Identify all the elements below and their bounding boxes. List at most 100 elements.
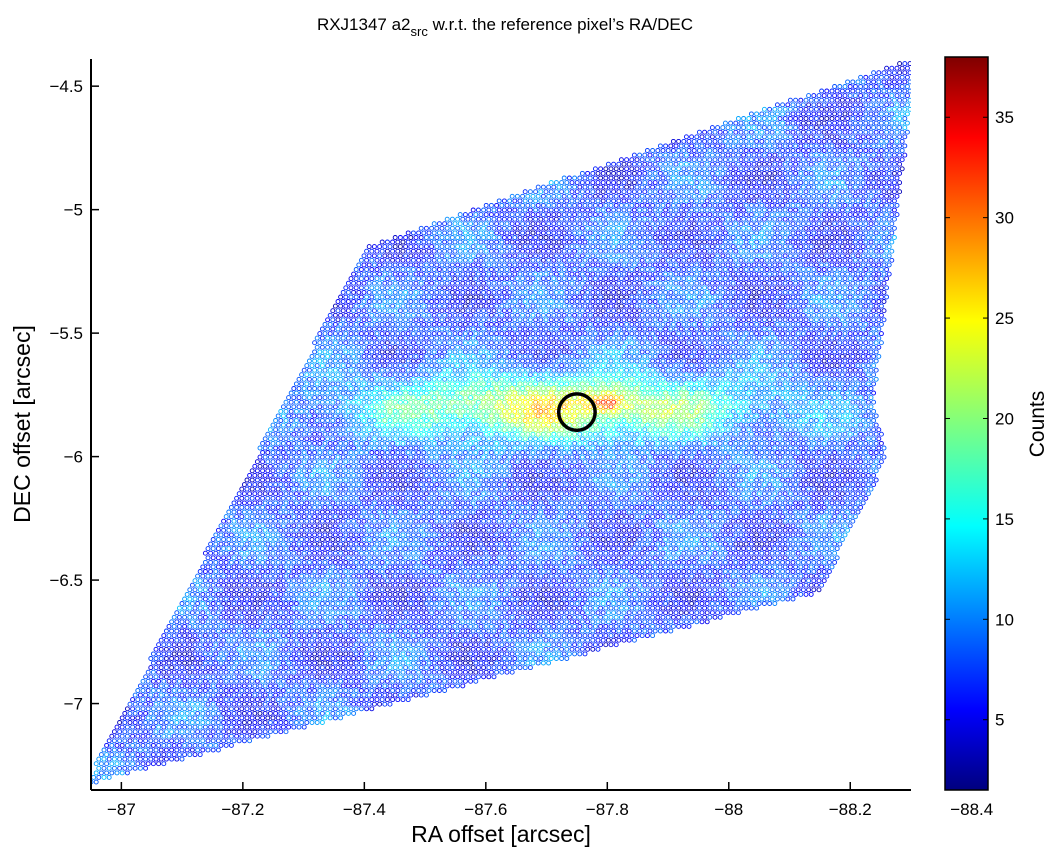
scatter-point xyxy=(608,349,614,355)
scatter-point xyxy=(764,331,770,337)
scatter-point xyxy=(514,239,520,245)
scatter-point xyxy=(611,262,617,268)
scatter-point xyxy=(704,244,710,250)
scatter-point xyxy=(754,157,760,163)
scatter-point xyxy=(486,235,492,240)
scatter-point xyxy=(782,189,788,195)
scatter-point xyxy=(618,239,624,245)
scatter-point xyxy=(852,248,858,254)
scatter-point xyxy=(543,299,549,304)
scatter-point xyxy=(855,216,861,222)
scatter-point xyxy=(509,340,515,346)
scatter-point xyxy=(592,175,598,181)
scatter-point xyxy=(452,285,458,291)
scatter-point xyxy=(694,235,700,240)
scatter-point xyxy=(759,358,765,364)
scatter-point xyxy=(673,335,679,341)
scatter-point xyxy=(390,367,396,373)
scatter-point xyxy=(335,363,341,369)
scatter-point xyxy=(590,308,596,314)
scatter-point xyxy=(855,143,861,149)
scatter-point xyxy=(501,289,507,295)
scatter-point xyxy=(621,253,627,259)
scatter-point xyxy=(465,363,471,369)
scatter-point xyxy=(621,326,627,332)
scatter-point xyxy=(418,244,424,250)
scatter-point xyxy=(878,202,884,208)
scatter-point xyxy=(639,303,645,309)
scatter-point xyxy=(392,317,398,323)
scatter-point xyxy=(595,271,601,277)
scatter-point xyxy=(735,134,741,140)
scatter-point xyxy=(842,138,848,144)
scatter-point xyxy=(873,175,879,181)
scatter-point xyxy=(491,308,497,314)
scatter-point xyxy=(512,289,518,295)
scatter-point xyxy=(712,276,718,282)
scatter-point xyxy=(556,349,562,355)
scatter-point xyxy=(416,294,422,300)
scatter-point xyxy=(475,308,481,314)
scatter-point xyxy=(873,84,879,89)
scatter-point xyxy=(819,280,825,286)
scatter-point xyxy=(408,280,414,286)
scatter-point xyxy=(634,184,640,190)
scatter-point xyxy=(561,239,567,245)
scatter-point xyxy=(707,239,713,245)
scatter-point xyxy=(743,120,749,126)
scatter-point xyxy=(803,198,809,204)
scatter-point xyxy=(663,216,669,222)
scatter-point xyxy=(709,125,715,131)
scatter-point xyxy=(564,363,570,369)
scatter-point xyxy=(834,363,840,369)
scatter-point xyxy=(673,317,679,323)
scatter-point xyxy=(452,340,458,346)
scatter-point xyxy=(798,216,804,222)
scatter-point xyxy=(504,285,510,291)
scatter-point xyxy=(618,303,624,309)
scatter-point xyxy=(657,152,663,158)
scatter-point xyxy=(702,129,708,135)
scatter-point xyxy=(522,271,528,277)
scatter-point xyxy=(657,335,663,341)
scatter-point xyxy=(725,344,731,350)
scatter-point xyxy=(400,257,406,263)
scatter-point xyxy=(798,289,804,295)
scatter-point xyxy=(429,335,435,341)
scatter-point xyxy=(572,303,578,309)
scatter-point xyxy=(691,157,697,163)
scatter-point xyxy=(655,148,661,153)
scatter-point xyxy=(748,294,754,300)
scatter-point xyxy=(569,363,575,369)
scatter-point xyxy=(889,193,895,199)
scatter-point xyxy=(800,221,806,227)
scatter-point xyxy=(821,267,827,272)
scatter-point xyxy=(431,358,437,364)
scatter-point xyxy=(863,321,869,327)
scatter-point xyxy=(408,326,414,332)
scatter-point xyxy=(416,239,422,245)
scatter-point xyxy=(717,294,723,300)
scatter-point xyxy=(702,166,708,172)
scatter-point xyxy=(839,143,845,149)
scatter-point xyxy=(384,267,390,272)
scatter-point xyxy=(681,340,687,346)
scatter-point xyxy=(579,198,585,204)
scatter-point xyxy=(782,180,788,186)
scatter-point xyxy=(595,353,601,359)
scatter-point xyxy=(842,276,848,282)
scatter-point xyxy=(845,216,851,222)
scatter-point xyxy=(501,299,507,304)
scatter-point xyxy=(780,212,786,218)
scatter-point xyxy=(735,289,741,295)
scatter-point xyxy=(798,335,804,341)
scatter-point xyxy=(559,363,565,369)
scatter-point xyxy=(561,303,567,309)
scatter-point xyxy=(587,239,593,245)
scatter-point xyxy=(566,184,572,190)
scatter-point xyxy=(585,235,591,240)
scatter-point xyxy=(886,70,892,76)
scatter-point xyxy=(759,111,765,117)
scatter-point xyxy=(491,280,497,286)
scatter-point xyxy=(722,358,728,364)
